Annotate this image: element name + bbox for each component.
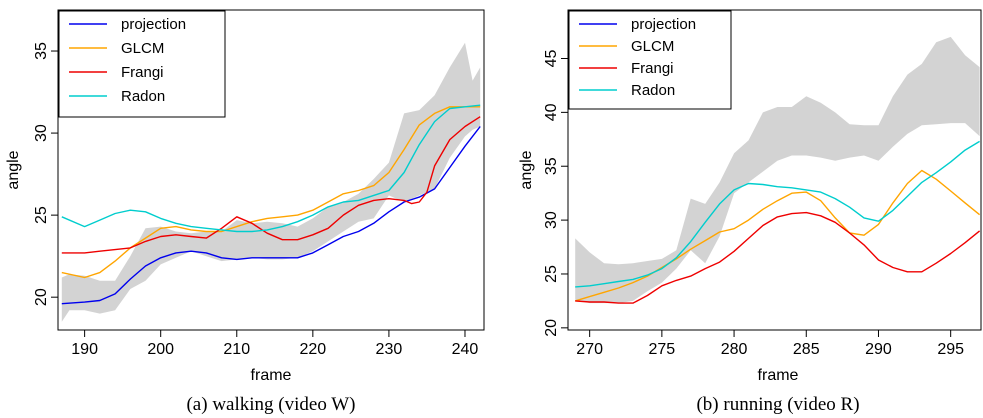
legend-walking: projection GLCM Frangi Radon [58,10,226,118]
legend-label: Frangi [121,64,164,81]
panel-running: 270 275 280 285 290 295 20 25 30 35 40 45 projectio… [518,9,982,415]
confidence-band [61,42,481,322]
x-tick-label: 190 [71,341,98,358]
axes-running: 270 275 280 285 290 295 20 25 30 35 40 45 [543,49,964,358]
x-tick-label: 295 [937,341,964,358]
series-line-frangi [61,116,481,254]
legend-label: projection [631,16,696,33]
legend-box [58,10,226,118]
panel-walking: 190 200 210 220 230 240 20 25 30 35 projection GLC… [5,9,485,415]
x-tick-label: 270 [576,341,603,358]
x-tick-label: 240 [452,341,479,358]
y-axis-label-walking: angle [5,150,22,189]
series-line-glcm [61,106,481,279]
x-tick-label: 220 [299,341,326,358]
y-tick-label: 45 [543,49,560,67]
plot-frame-running [567,9,982,331]
y-tick-label: 30 [543,211,560,229]
y-tick-label: 20 [33,288,50,306]
legend-label: GLCM [631,38,674,55]
x-tick-label: 285 [793,341,820,358]
legend-label: Radon [121,88,165,105]
plot-area-running [575,36,981,304]
x-axis-label-walking: frame [251,367,292,384]
legend-label: Radon [631,82,675,99]
y-axis-label-running: angle [518,150,535,189]
x-tick-label: 280 [721,341,748,358]
y-tick-label: 40 [543,103,560,121]
legend-running: projection GLCM Frangi Radon [568,10,732,110]
y-tick-label: 20 [543,319,560,337]
x-tick-label: 210 [223,341,250,358]
legend-label: GLCM [121,40,164,57]
y-tick-label: 25 [33,206,50,224]
series-line-frangi [575,211,981,304]
legend-box [568,10,732,110]
x-tick-label: 230 [376,341,403,358]
confidence-band [575,36,980,304]
caption-walking: (a) walking (video W) [186,394,355,415]
x-axis-label-running: frame [758,367,799,384]
series-line-projection [61,126,481,305]
x-tick-label: 275 [649,341,676,358]
plot-area-walking [61,42,481,322]
legend-label: projection [121,16,186,33]
plot-frame-walking [57,9,485,331]
x-tick-label: 200 [147,341,174,358]
series-line-radon [61,104,481,233]
legend-label: Frangi [631,60,674,77]
series-line-radon [575,140,980,288]
y-tick-label: 35 [543,157,560,175]
y-tick-label: 30 [33,124,50,142]
y-tick-label: 25 [543,265,560,283]
caption-running: (b) running (video R) [696,394,859,415]
y-tick-label: 35 [33,42,50,60]
x-tick-label: 290 [865,341,892,358]
series-line-glcm [575,169,981,302]
axes-walking: 190 200 210 220 230 240 20 25 30 35 [33,42,478,358]
